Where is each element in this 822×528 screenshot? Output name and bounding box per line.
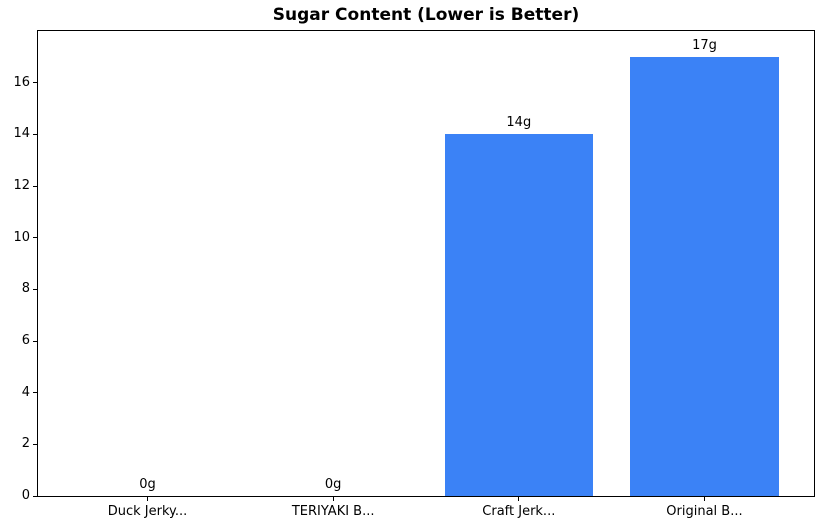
x-axis-tick (332, 497, 334, 501)
y-axis-tick-label: 2 (21, 436, 30, 452)
bar-value-label: 0g (324, 477, 342, 492)
y-axis-tick (33, 185, 37, 187)
y-axis-tick (33, 237, 37, 239)
y-axis-tick-label: 4 (21, 384, 30, 400)
bar (444, 134, 594, 496)
y-axis-tick-label: 6 (21, 333, 30, 348)
y-axis-tick (33, 340, 37, 342)
x-axis-tick (147, 497, 149, 501)
x-axis-category-label: Original B... (666, 504, 743, 519)
x-axis-category-label: TERIYAKI B... (291, 504, 375, 519)
y-axis-tick (33, 392, 37, 394)
y-axis-tick (33, 288, 37, 290)
bar-value-label: 0g (139, 477, 156, 492)
y-axis-tick-label: 10 (13, 229, 30, 245)
chart-title: Sugar Content (Lower is Better) (272, 5, 580, 25)
y-axis-tick-label: 12 (13, 178, 30, 193)
bar-value-label: 17g (692, 37, 717, 53)
x-axis-tick (703, 497, 705, 501)
y-axis-tick-label: 0 (21, 488, 30, 503)
bar (630, 56, 779, 496)
bar-value-label: 14g (506, 115, 532, 131)
y-axis-tick (33, 495, 37, 497)
x-axis-category-label: Craft Jerk... (482, 504, 556, 519)
x-axis-category-label: Duck Jerky... (107, 504, 188, 519)
y-axis-tick-label: 14 (13, 126, 30, 142)
y-axis-tick (33, 82, 37, 84)
x-axis-tick (518, 497, 520, 501)
y-axis-tick (33, 443, 37, 445)
y-axis-tick-label: 16 (13, 74, 30, 90)
y-axis-tick (33, 133, 37, 135)
plot-area: 0g 0g 14g 17g 0 2 4 6 8 10 12 14 16 Duck Jerky... TERI… (13, 30, 815, 519)
y-axis-tick-label: 8 (21, 281, 30, 297)
